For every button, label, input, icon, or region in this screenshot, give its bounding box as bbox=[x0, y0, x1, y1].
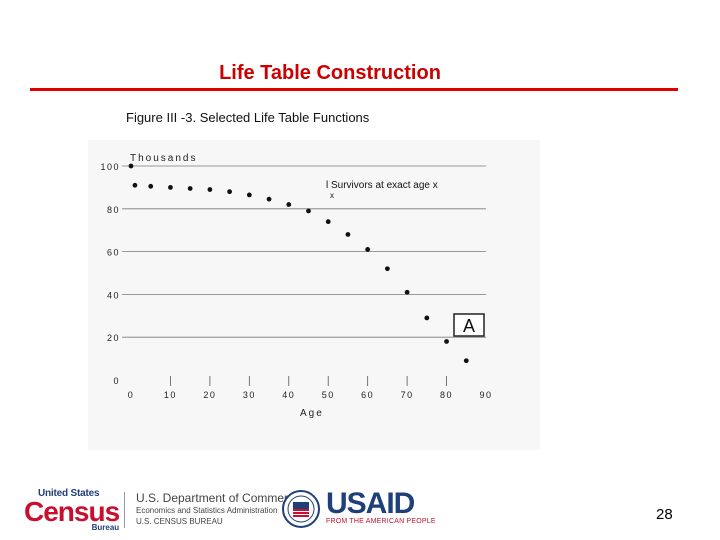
x-tick-label: 40 bbox=[282, 390, 295, 400]
data-point bbox=[246, 192, 252, 198]
data-point bbox=[168, 185, 173, 190]
usaid-wordmark: USAID bbox=[326, 487, 415, 520]
data-point bbox=[325, 219, 331, 225]
chart-panel bbox=[88, 140, 540, 450]
data-point bbox=[148, 183, 154, 189]
usaid-seal-icon bbox=[282, 490, 320, 528]
y-tick-label: 100 bbox=[100, 162, 120, 172]
data-point bbox=[187, 186, 193, 191]
page-number: 28 bbox=[656, 506, 673, 523]
data-point bbox=[424, 315, 430, 321]
survivors-annotation: l Survivors at exact age x bbox=[326, 180, 438, 191]
commerce-block: U.S. Department of Commerce Economics an… bbox=[136, 491, 301, 527]
y-tick-label: 20 bbox=[107, 333, 120, 343]
x-tick-label: 0 bbox=[128, 390, 135, 400]
x-tick-label: 80 bbox=[440, 390, 453, 400]
census-bureau-logo: United States Census Bureau bbox=[24, 488, 120, 532]
x-tick-label: 50 bbox=[322, 390, 335, 400]
y-tick-labels: 0 20 40 60 80 100 bbox=[100, 162, 120, 386]
commerce-line1: U.S. Department of Commerce bbox=[136, 491, 301, 505]
y-tick-label: 40 bbox=[107, 290, 120, 300]
y-tick-label: 0 bbox=[113, 376, 120, 386]
data-point bbox=[286, 202, 292, 207]
x-tick-label: 70 bbox=[401, 390, 414, 400]
commerce-line3: U.S. CENSUS BUREAU bbox=[136, 516, 223, 526]
data-point bbox=[266, 196, 272, 202]
census-logo-main: Census bbox=[24, 496, 120, 527]
survivors-annotation-subscript: x bbox=[330, 191, 334, 200]
data-point bbox=[227, 189, 233, 195]
life-table-chart: 0 20 40 60 80 100 0 10 20 30 40 50 60 70 80 90 Thousan… bbox=[100, 153, 492, 419]
y-axis-label: Thousands bbox=[130, 153, 197, 164]
y-tick-label: 80 bbox=[107, 205, 120, 215]
x-tick-label: 30 bbox=[243, 390, 256, 400]
data-point bbox=[128, 163, 134, 169]
grid-lines bbox=[122, 165, 486, 338]
data-point bbox=[365, 247, 371, 252]
data-point bbox=[384, 266, 390, 272]
x-tick-label: 10 bbox=[164, 390, 177, 400]
figure-caption: Figure III -3. Selected Life Table Funct… bbox=[126, 110, 370, 125]
x-ticks bbox=[170, 376, 447, 386]
marker-label-box bbox=[453, 313, 485, 337]
x-axis-label: Age bbox=[300, 408, 324, 419]
x-tick-label: 60 bbox=[361, 390, 374, 400]
data-point bbox=[444, 339, 449, 344]
census-logo-bottom: Bureau bbox=[91, 523, 120, 532]
census-logo-top: United States bbox=[38, 488, 100, 499]
commerce-line2: Economics and Statistics Administration bbox=[136, 506, 278, 516]
slide-title: Life Table Construction bbox=[219, 62, 441, 84]
usaid-tagline: FROM THE AMERICAN PEOPLE bbox=[326, 518, 436, 525]
x-tick-label: 90 bbox=[479, 390, 492, 400]
data-points bbox=[128, 163, 469, 364]
title-rule bbox=[30, 88, 678, 91]
data-point bbox=[306, 208, 311, 214]
marker-label: A bbox=[463, 316, 475, 336]
x-tick-label: 20 bbox=[203, 390, 216, 400]
data-point bbox=[345, 232, 351, 237]
x-tick-labels: 0 10 20 30 40 50 60 70 80 90 bbox=[128, 390, 492, 400]
footer-divider bbox=[124, 492, 125, 528]
data-point bbox=[132, 182, 138, 188]
y-tick-label: 60 bbox=[107, 248, 120, 258]
data-point bbox=[207, 187, 213, 192]
usaid-logo: USAID FROM THE AMERICAN PEOPLE bbox=[326, 487, 436, 526]
data-point bbox=[404, 289, 410, 295]
data-point bbox=[463, 358, 469, 364]
